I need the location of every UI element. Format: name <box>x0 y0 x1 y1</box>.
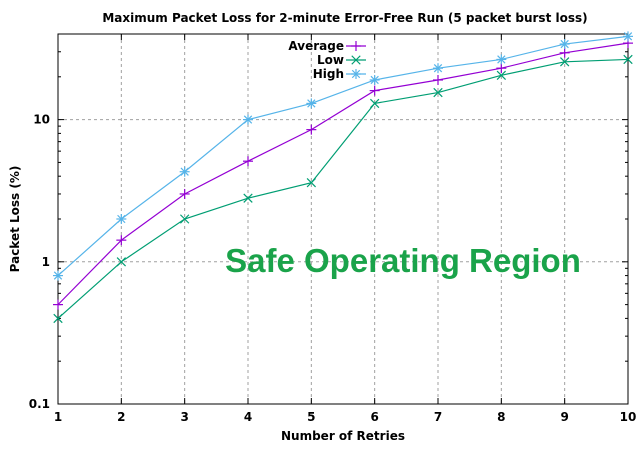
legend-marker-average <box>351 41 361 51</box>
data-point-high <box>306 98 317 109</box>
series-line-average <box>57 42 629 306</box>
data-point-low <box>306 178 317 188</box>
data-point-low <box>53 313 63 324</box>
data-point-high <box>559 39 570 50</box>
data-point-low <box>369 98 380 109</box>
data-point-high <box>623 31 633 42</box>
data-point-average <box>116 235 127 246</box>
data-point-average <box>179 188 190 199</box>
x-tick-label: 5 <box>307 410 315 424</box>
data-point-average <box>369 85 380 96</box>
x-tick-label: 2 <box>117 410 125 424</box>
data-point-average <box>243 156 253 167</box>
safe-operating-region-annotation: Safe Operating Region <box>225 242 581 279</box>
x-tick-label: 3 <box>180 410 188 424</box>
legend-label-high: High <box>313 67 344 81</box>
series-layer <box>53 31 633 324</box>
data-point-high <box>433 63 443 74</box>
data-point-low <box>623 54 633 65</box>
series-high <box>53 31 633 281</box>
y-axis-label: Packet Loss (%) <box>8 166 22 273</box>
x-tick-label: 6 <box>370 410 378 424</box>
y-tick-label: 10 <box>33 113 50 127</box>
x-axis-label: Number of Retries <box>281 429 405 443</box>
series-average <box>53 38 633 310</box>
data-point-low <box>559 57 570 67</box>
data-point-low <box>179 214 190 224</box>
series-line-high <box>57 35 629 277</box>
legend-marker-low <box>351 55 361 65</box>
series-low <box>53 54 633 324</box>
legend-marker-high <box>351 69 361 79</box>
data-point-low <box>116 257 127 267</box>
x-tick-label: 10 <box>620 410 637 424</box>
chart-title: Maximum Packet Loss for 2-minute Error-F… <box>102 11 587 25</box>
y-tick-label: 1 <box>42 255 50 269</box>
x-tick-label: 8 <box>497 410 505 424</box>
legend-label-average: Average <box>288 39 344 53</box>
x-tick-label: 4 <box>244 410 252 424</box>
plot-frame <box>57 33 629 405</box>
data-point-average <box>53 299 63 310</box>
data-point-high <box>116 214 127 224</box>
grid <box>58 34 628 404</box>
y-tick-label: 0.1 <box>29 397 50 411</box>
x-tick-label: 1 <box>54 410 62 424</box>
x-tick-label: 7 <box>434 410 442 424</box>
data-point-high <box>243 114 253 125</box>
data-point-high <box>369 74 380 85</box>
series-line-low <box>57 58 629 319</box>
data-point-average <box>559 47 570 58</box>
legend-label-low: Low <box>317 53 344 67</box>
data-point-high <box>179 166 190 177</box>
data-point-average <box>433 74 443 85</box>
data-point-high <box>496 54 507 65</box>
data-point-low <box>433 87 443 98</box>
data-point-average <box>306 124 317 135</box>
data-point-high <box>53 270 63 281</box>
data-point-low <box>243 193 253 203</box>
x-tick-label: 9 <box>560 410 568 424</box>
data-point-average <box>496 63 507 74</box>
axis-ticks: 1 2 3 4 5 6 7 8 9 10 0.1 1 10 <box>29 33 637 424</box>
data-point-low <box>496 70 507 80</box>
